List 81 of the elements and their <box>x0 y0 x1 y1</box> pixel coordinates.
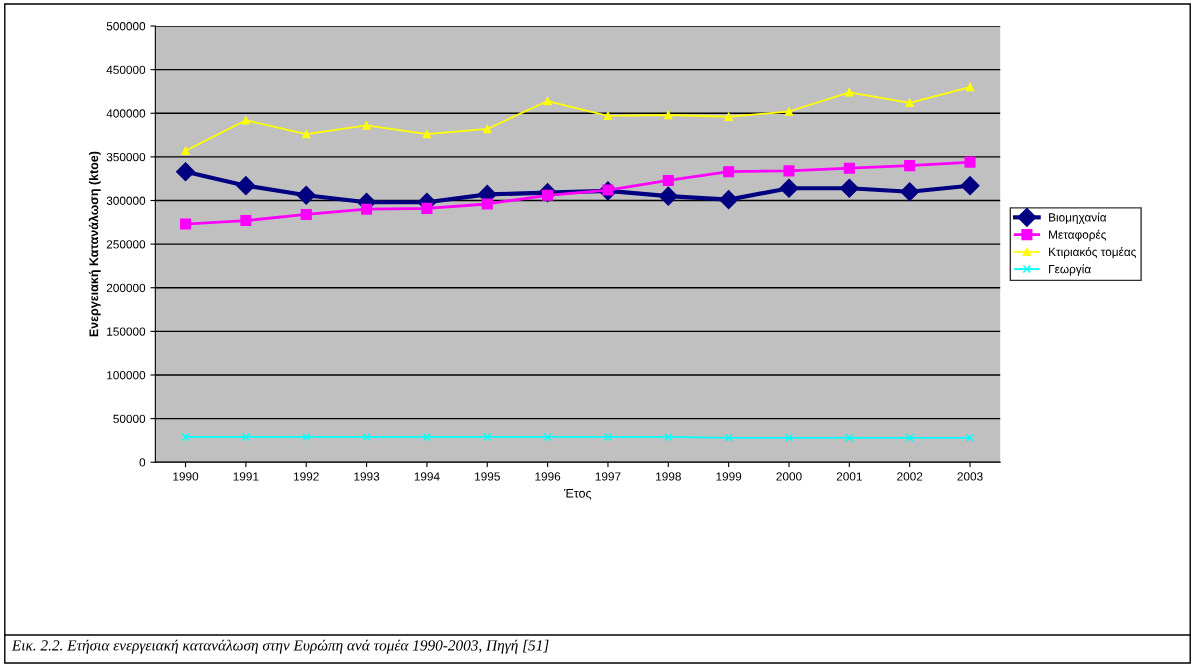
point <box>543 432 552 442</box>
point <box>905 98 914 107</box>
x-tick-label: 1999 <box>716 472 742 481</box>
point <box>300 208 312 221</box>
y-axis-title: Ενεργειακή Κατανάλωση (ktoe) <box>88 151 101 337</box>
point <box>179 218 192 230</box>
point <box>900 182 920 202</box>
point <box>724 433 733 442</box>
point <box>723 166 735 178</box>
y-tick-label: 400000 <box>106 109 146 118</box>
point <box>241 116 251 125</box>
point <box>362 432 371 442</box>
point <box>483 432 492 442</box>
point <box>422 432 432 442</box>
point <box>964 156 976 168</box>
y-tick-label: 150000 <box>107 327 146 336</box>
x-tick-label: 1992 <box>293 472 319 481</box>
x-tick-label: 1995 <box>475 472 500 481</box>
y-tick-label: 500000 <box>106 22 146 31</box>
point <box>845 88 854 97</box>
point <box>784 433 794 442</box>
legend-label: Γεωργία <box>1049 264 1091 276</box>
point <box>658 186 678 206</box>
y-tick-label: 0 <box>139 458 146 467</box>
point <box>603 111 613 121</box>
x-tick-label: 2003 <box>957 472 983 481</box>
point <box>481 198 493 210</box>
text: Εικ. 2.2. Ετήσια ενεργειακή κατανάλωση στην Ευρώπη ανά τομέα 1990-2003, Πηγή [51] <box>11 639 549 654</box>
point <box>236 176 256 196</box>
point <box>724 112 733 121</box>
point <box>422 130 432 139</box>
point <box>664 110 673 120</box>
point <box>302 130 311 139</box>
y-tick-label: 350000 <box>106 152 146 162</box>
point <box>181 432 190 442</box>
point <box>664 432 673 442</box>
point <box>603 432 613 442</box>
point <box>175 162 196 182</box>
y-tick-label: 100000 <box>107 371 146 380</box>
x-tick-label: 1997 <box>595 472 621 481</box>
x-tick-label: 2000 <box>776 472 802 481</box>
y-tick-label: 250000 <box>106 240 146 249</box>
point <box>296 185 316 205</box>
x-tick-label: 1993 <box>354 472 380 481</box>
point <box>960 176 980 196</box>
legend-label: Βιομηχανία <box>1049 212 1107 224</box>
y-tick-label: 50000 <box>113 414 146 423</box>
point <box>839 178 859 198</box>
point <box>543 96 552 106</box>
x-tick-label: 2001 <box>836 472 862 481</box>
point <box>905 433 914 442</box>
x-axis-title: Έτος <box>563 488 592 500</box>
x-tick-label: 1994 <box>414 472 440 481</box>
point <box>965 433 975 442</box>
x-tick-label: 1991 <box>233 472 259 481</box>
point <box>362 121 371 130</box>
point <box>421 202 433 214</box>
point <box>240 215 252 227</box>
legend-label: Μεταφορές <box>1049 229 1107 242</box>
point <box>719 190 739 210</box>
x-tick-label: 1998 <box>656 472 681 481</box>
x-tick-label: 1996 <box>535 472 561 481</box>
point <box>843 162 855 174</box>
y-tick-label: 300000 <box>106 196 146 205</box>
point <box>361 203 373 215</box>
y-tick-label: 200000 <box>106 283 146 293</box>
point <box>965 82 975 92</box>
point <box>241 432 251 442</box>
point <box>181 146 190 155</box>
y-tick-label: 450000 <box>106 65 146 75</box>
point <box>784 107 794 116</box>
point <box>662 174 674 186</box>
point <box>302 432 311 442</box>
legend-label: Κτιριακός τομέας <box>1049 247 1137 259</box>
x-tick-label: 1990 <box>173 472 199 481</box>
point <box>483 124 492 134</box>
point <box>783 165 795 177</box>
x-tick-label: 2002 <box>897 472 923 481</box>
point <box>904 160 916 172</box>
point <box>845 433 854 442</box>
point <box>779 178 799 198</box>
